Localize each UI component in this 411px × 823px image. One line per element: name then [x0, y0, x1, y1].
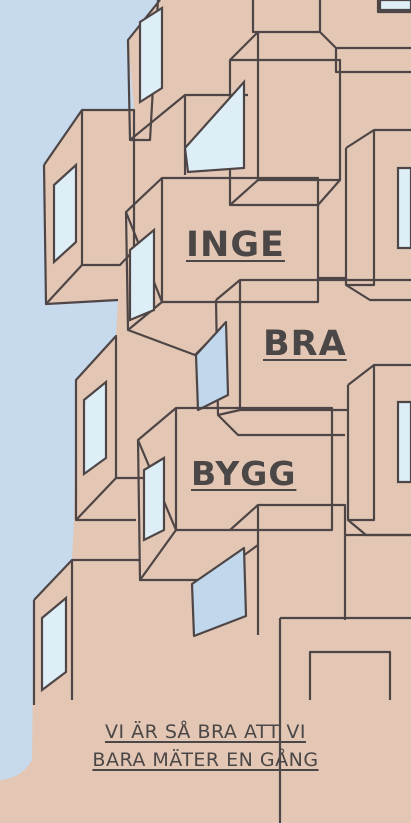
headline-word-bra: BRA [263, 324, 347, 364]
window [52, 162, 78, 265]
headline-word-inge: INGE [186, 225, 285, 265]
window [396, 400, 411, 484]
windows [40, 0, 411, 693]
window [378, 0, 411, 12]
building-outlines [32, 0, 411, 823]
window [396, 166, 411, 250]
tagline-line-2: BARA MÄTER EN GÅNG [92, 749, 319, 771]
window [40, 595, 68, 693]
window [138, 5, 164, 105]
window [82, 379, 108, 477]
headline-word-bygg: BYGG [191, 454, 297, 493]
window [183, 79, 246, 174]
tagline-line-1: VI ÄR SÅ BRA ATT VI [104, 721, 307, 743]
window [128, 227, 156, 322]
window [142, 456, 166, 542]
